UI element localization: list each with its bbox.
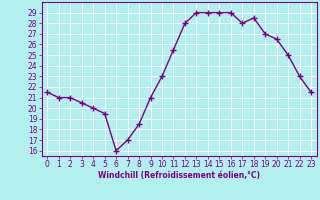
X-axis label: Windchill (Refroidissement éolien,°C): Windchill (Refroidissement éolien,°C): [98, 171, 260, 180]
